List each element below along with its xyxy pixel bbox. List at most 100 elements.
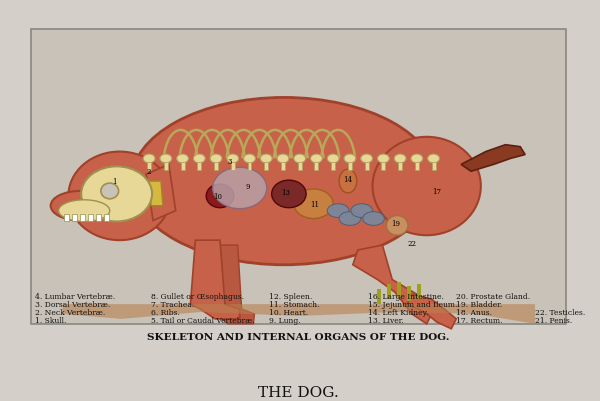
Text: 9. Lung.: 9. Lung. (269, 316, 301, 324)
Polygon shape (210, 245, 254, 324)
Ellipse shape (327, 204, 349, 218)
Bar (365, 163, 368, 171)
Text: 10. Heart.: 10. Heart. (269, 308, 308, 316)
Ellipse shape (176, 155, 188, 164)
Text: 20. Prostate Gland.: 20. Prostate Gland. (456, 293, 530, 301)
Ellipse shape (339, 212, 361, 226)
Text: 11. Stomach.: 11. Stomach. (269, 300, 320, 308)
Text: 21. Penis.: 21. Penis. (535, 316, 572, 324)
Ellipse shape (394, 155, 406, 164)
Text: 4. Lumbar Vertebræ.: 4. Lumbar Vertebræ. (35, 293, 115, 301)
Bar (415, 163, 419, 171)
Ellipse shape (361, 155, 373, 164)
Ellipse shape (386, 216, 408, 236)
Text: 19: 19 (391, 220, 400, 228)
Polygon shape (62, 304, 535, 324)
Polygon shape (146, 165, 176, 221)
Bar (331, 163, 335, 171)
Bar (298, 163, 302, 171)
Ellipse shape (351, 204, 373, 218)
Text: 22: 22 (407, 239, 416, 247)
Ellipse shape (260, 155, 272, 164)
Text: 22. Testicles.: 22. Testicles. (535, 308, 585, 316)
Bar (104, 214, 109, 222)
Ellipse shape (50, 191, 110, 221)
Bar (147, 163, 151, 171)
Bar (73, 214, 77, 222)
Ellipse shape (428, 155, 439, 164)
Text: 6. Ribs.: 6. Ribs. (151, 308, 180, 316)
Ellipse shape (131, 98, 437, 265)
Ellipse shape (212, 168, 267, 209)
Ellipse shape (143, 155, 155, 164)
Bar (264, 163, 268, 171)
Bar (88, 214, 93, 222)
Ellipse shape (160, 155, 172, 164)
Bar (397, 283, 401, 298)
Text: 2: 2 (147, 168, 151, 176)
Text: SKELETON AND INTERNAL ORGANS OF THE DOG.: SKELETON AND INTERNAL ORGANS OF THE DOG. (148, 332, 450, 341)
Polygon shape (353, 245, 431, 324)
Ellipse shape (244, 155, 256, 164)
Bar (214, 163, 218, 171)
Text: 1: 1 (112, 178, 117, 186)
Bar (231, 163, 235, 171)
Ellipse shape (411, 155, 423, 164)
Ellipse shape (311, 155, 322, 164)
Text: 10: 10 (214, 192, 223, 200)
Bar (164, 163, 168, 171)
Text: 16. Large Intestine.: 16. Large Intestine. (368, 293, 443, 301)
Ellipse shape (59, 200, 110, 222)
Bar (417, 285, 421, 300)
Ellipse shape (206, 184, 234, 208)
Text: 3. Dorsal Vertebræ.: 3. Dorsal Vertebræ. (35, 300, 110, 308)
Text: 3: 3 (227, 158, 232, 166)
Ellipse shape (373, 138, 481, 236)
Bar (64, 214, 70, 222)
Text: 7. Trachea.: 7. Trachea. (151, 300, 194, 308)
Bar (80, 214, 85, 222)
Bar (197, 163, 201, 171)
Bar (398, 163, 402, 171)
Polygon shape (149, 182, 163, 206)
Bar (348, 163, 352, 171)
Polygon shape (461, 145, 525, 172)
Bar (407, 287, 411, 302)
Ellipse shape (327, 155, 339, 164)
Bar (248, 163, 251, 171)
Ellipse shape (339, 170, 357, 193)
Text: 14: 14 (343, 176, 352, 184)
Bar (181, 163, 185, 171)
Text: 17: 17 (432, 188, 441, 195)
Polygon shape (407, 295, 456, 329)
Text: 5. Tail or Caudal Vertebræ.: 5. Tail or Caudal Vertebræ. (151, 316, 255, 324)
Bar (388, 285, 391, 300)
Text: 12. Spleen.: 12. Spleen. (269, 293, 313, 301)
Ellipse shape (193, 155, 205, 164)
Text: 11: 11 (310, 200, 319, 208)
Bar (281, 163, 285, 171)
Text: 19. Bladder.: 19. Bladder. (456, 300, 502, 308)
Text: 13. Liver.: 13. Liver. (368, 316, 403, 324)
Text: 8. Gullet or Œsophagus.: 8. Gullet or Œsophagus. (151, 293, 244, 301)
Ellipse shape (363, 212, 385, 226)
Ellipse shape (68, 152, 171, 241)
Ellipse shape (81, 167, 152, 222)
Text: 2. Neck Vertebræ.: 2. Neck Vertebræ. (35, 308, 105, 316)
Text: 18. Anus.: 18. Anus. (456, 308, 492, 316)
Bar (96, 214, 101, 222)
Text: 9: 9 (245, 182, 250, 190)
Ellipse shape (101, 184, 119, 199)
Text: THE DOG.: THE DOG. (259, 385, 339, 399)
Bar (377, 290, 382, 304)
Text: 14. Left Kidney.: 14. Left Kidney. (368, 308, 428, 316)
Text: 15. Jejunum and Ileum.: 15. Jejunum and Ileum. (368, 300, 457, 308)
Ellipse shape (277, 155, 289, 164)
Bar (431, 163, 436, 171)
Ellipse shape (294, 190, 333, 219)
Ellipse shape (272, 181, 306, 208)
Bar (31, 29, 566, 324)
Text: 17. Rectum.: 17. Rectum. (456, 316, 503, 324)
Ellipse shape (227, 155, 239, 164)
Text: 1. Skull.: 1. Skull. (35, 316, 67, 324)
